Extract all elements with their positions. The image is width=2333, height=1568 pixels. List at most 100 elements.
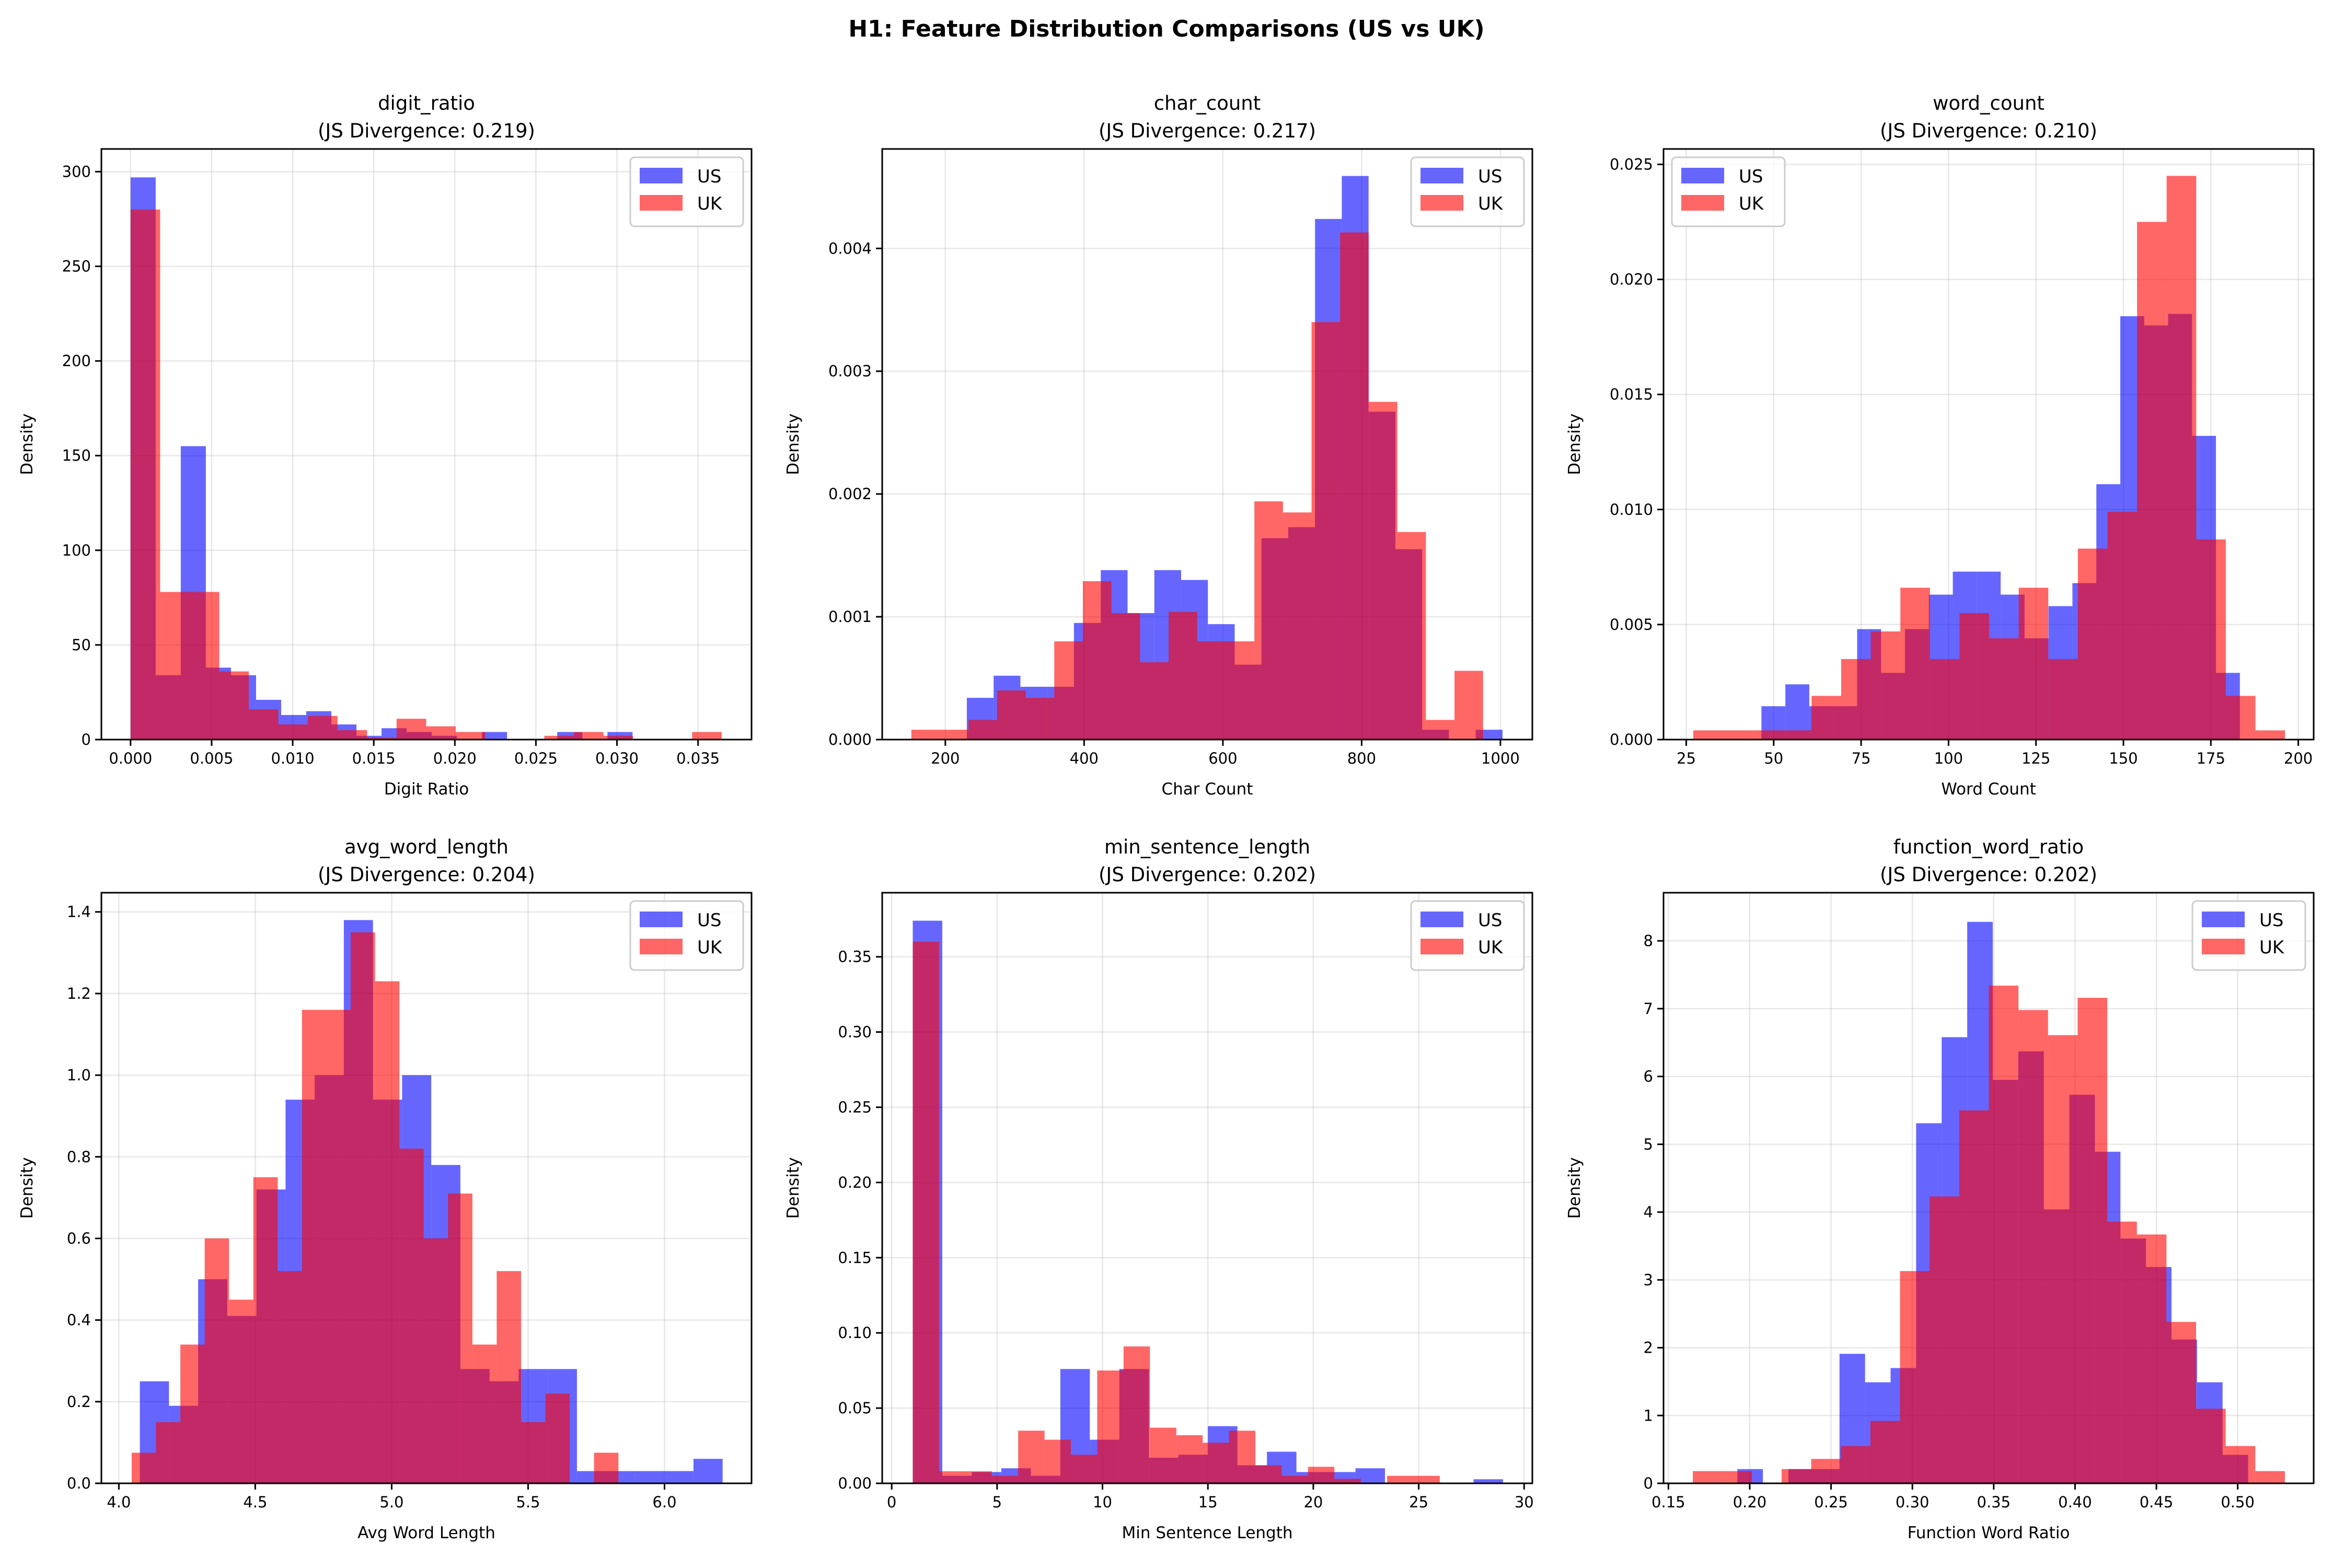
histogram-bar-uk bbox=[1930, 659, 1960, 740]
subplot-min-sentence-length: 0 5 10 15 20 25 30 0.00 0.05 0.10 0.15 0.20 0.25 0.30… bbox=[784, 836, 1534, 1542]
histogram-bar-uk bbox=[2107, 512, 2138, 740]
legend-label-uk: UK bbox=[697, 193, 723, 214]
histogram-bar-uk bbox=[423, 1238, 448, 1483]
histogram-bar-uk bbox=[991, 1475, 1019, 1483]
histogram-bar-uk bbox=[2137, 222, 2167, 740]
x-tick-label: 6.0 bbox=[652, 1493, 676, 1511]
histogram-bar-uk bbox=[1989, 638, 2019, 740]
x-tick-label: 200 bbox=[931, 750, 960, 767]
histogram-bar-uk bbox=[351, 932, 375, 1483]
y-tick-label: 150 bbox=[62, 447, 91, 465]
legend-label-uk: UK bbox=[1478, 937, 1504, 958]
histogram-bar-uk bbox=[1340, 232, 1369, 740]
histogram-bar-uk bbox=[2048, 659, 2078, 740]
y-tick-label: 6 bbox=[1644, 1068, 1653, 1086]
histogram-bar-uk bbox=[1781, 1469, 1811, 1483]
legend-frame bbox=[629, 900, 744, 971]
histogram-bar-uk bbox=[2225, 696, 2256, 740]
y-tick-label: 0.003 bbox=[828, 362, 872, 380]
x-tick-label: 200 bbox=[2284, 750, 2313, 767]
subplots: 0.000 0.005 0.010 0.015 0.020 0.025 0.030 0.035… bbox=[18, 92, 2315, 1542]
axes-frame bbox=[1662, 892, 2315, 1484]
histogram-bar-uk bbox=[249, 709, 279, 740]
y-tick-label: 0.8 bbox=[67, 1148, 91, 1166]
y-tick-label: 250 bbox=[62, 258, 91, 275]
histogram-bar-uk bbox=[1900, 587, 1930, 740]
legend-swatch-us bbox=[2202, 912, 2245, 927]
histogram-bar-uk bbox=[1900, 1271, 1930, 1483]
histogram-bar-uk bbox=[1387, 1475, 1414, 1483]
histogram-bar-uk bbox=[1959, 613, 1990, 740]
histogram-bar-uk bbox=[131, 1452, 156, 1483]
subplot-subtitle: (JS Divergence: 0.210) bbox=[1880, 120, 2097, 142]
histogram-bar-uk bbox=[278, 1271, 302, 1483]
legend-swatch-us bbox=[640, 912, 683, 927]
x-tick-label: 0.010 bbox=[271, 750, 315, 767]
legend-swatch-uk bbox=[640, 195, 683, 211]
y-axis-label: Density bbox=[18, 413, 37, 475]
histogram-bar-uk bbox=[160, 592, 190, 740]
legend-frame bbox=[629, 156, 744, 227]
y-axis-label: Density bbox=[18, 1157, 37, 1219]
x-axis-label: Function Word Ratio bbox=[1908, 1524, 2070, 1542]
histogram-bar-uk bbox=[940, 730, 969, 740]
histogram-bar-uk bbox=[1693, 730, 1723, 740]
y-tick-label: 0.25 bbox=[838, 1098, 872, 1116]
histogram-bar-uk bbox=[2107, 1221, 2137, 1483]
x-tick-label: 50 bbox=[1764, 750, 1783, 767]
histogram-bar-uk bbox=[1025, 698, 1055, 740]
figure-title: H1: Feature Distribution Comparisons (US… bbox=[848, 16, 1484, 42]
subplot-subtitle: (JS Divergence: 0.204) bbox=[318, 863, 535, 886]
legend-label-us: US bbox=[1478, 910, 1502, 931]
histogram-bar-uk bbox=[1203, 1443, 1229, 1483]
y-tick-label: 0.2 bbox=[67, 1393, 91, 1411]
subplot-digit-ratio: 0.000 0.005 0.010 0.015 0.020 0.025 0.030 0.035… bbox=[18, 92, 753, 799]
histogram-bar-uk bbox=[204, 1238, 229, 1483]
y-tick-label: 0.20 bbox=[838, 1173, 872, 1191]
y-tick-label: 0.010 bbox=[1610, 501, 1653, 518]
x-tick-label: 175 bbox=[2197, 750, 2225, 767]
x-tick-label: 0.015 bbox=[352, 750, 396, 767]
x-tick-label: 600 bbox=[1208, 750, 1237, 767]
x-tick-label: 15 bbox=[1198, 1493, 1218, 1511]
subplot-avg-word-length: 4.0 4.5 5.0 5.5 6.0 0.0 0.2 0.4 0.6 0.8 1.0 1.2 1.4 a… bbox=[18, 836, 753, 1542]
histogram-bar-uk bbox=[448, 1193, 472, 1483]
histogram-bar-uk bbox=[326, 1010, 351, 1483]
histogram-bar-uk bbox=[1097, 1370, 1124, 1483]
y-tick-label: 3 bbox=[1644, 1271, 1653, 1289]
y-tick-label: 4 bbox=[1644, 1203, 1653, 1221]
legend-frame bbox=[1671, 156, 1786, 227]
subplot-title: char_count bbox=[1154, 92, 1261, 114]
y-tick-label: 7 bbox=[1644, 1000, 1653, 1018]
y-axis-label: Density bbox=[784, 413, 803, 475]
x-tick-label: 0.50 bbox=[2221, 1493, 2255, 1511]
histogram-bar-uk bbox=[496, 1271, 521, 1483]
y-axis-label: Density bbox=[1565, 413, 1584, 475]
histogram-bar-uk bbox=[1123, 1346, 1150, 1483]
histogram-bar-uk bbox=[939, 1471, 966, 1483]
histogram-bar-uk bbox=[1082, 581, 1112, 740]
y-tick-label: 1.2 bbox=[67, 985, 91, 1002]
y-tick-label: 0.020 bbox=[1610, 271, 1653, 289]
histogram-bar-uk bbox=[1870, 631, 1901, 740]
x-tick-label: 0.20 bbox=[1733, 1493, 1767, 1511]
histogram-bar-uk bbox=[968, 720, 997, 740]
histogram-bar-uk bbox=[965, 1471, 992, 1483]
histogram-bar-uk bbox=[130, 209, 160, 740]
histogram-bar-uk bbox=[2196, 1409, 2226, 1483]
legend-label-uk: UK bbox=[1739, 193, 1764, 214]
histogram-bar-uk bbox=[1989, 985, 2019, 1483]
x-axis-label: Char Count bbox=[1162, 780, 1253, 799]
legend-frame bbox=[2191, 900, 2306, 971]
y-tick-label: 0.001 bbox=[828, 608, 872, 626]
subplot-title: digit_ratio bbox=[378, 92, 475, 114]
subplot-subtitle: (JS Divergence: 0.219) bbox=[318, 120, 535, 142]
legend-frame bbox=[1410, 156, 1525, 227]
histogram-bar-uk bbox=[2255, 1471, 2285, 1483]
x-tick-label: 0.000 bbox=[109, 750, 152, 767]
x-tick-label: 0.035 bbox=[676, 750, 720, 767]
x-axis-label: Min Sentence Length bbox=[1122, 1524, 1292, 1542]
x-tick-label: 0.025 bbox=[514, 750, 558, 767]
histogram-bar-uk bbox=[1150, 1427, 1176, 1483]
legend: US UK bbox=[629, 156, 744, 227]
